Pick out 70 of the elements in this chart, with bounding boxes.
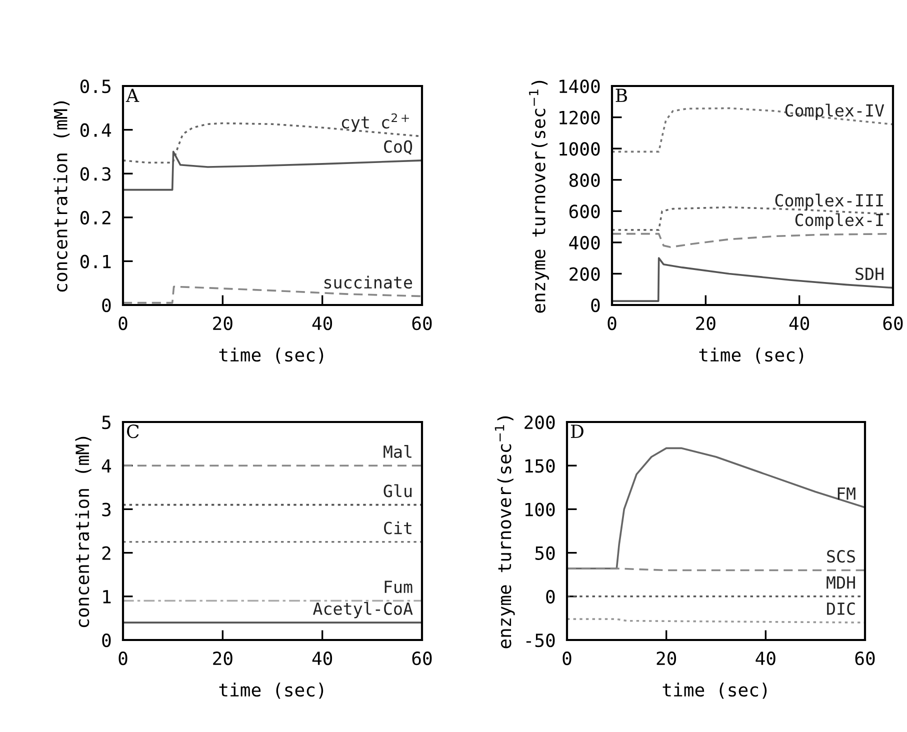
y-axis-title: concentration (mM) [75,436,92,628]
x-tick-label: 60 [412,652,432,666]
series-label: Complex-IV [785,104,884,120]
annotation: B [616,88,627,102]
annotation: C [127,424,139,438]
y-tick-label: 1000 [560,142,600,156]
series-label: FM [838,487,856,500]
x-tick-label: 20 [213,652,232,666]
x-tick-label: 40 [756,652,776,666]
series-label: succinate [324,276,412,289]
y-tick-label: 5 [102,416,110,430]
y-tick-label: 1200 [560,110,600,124]
x-tick-label: 20 [656,652,676,666]
y-tick-label: 150 [525,459,555,473]
y-tick-label: 0.3 [80,167,111,181]
series-label: Glu [384,484,412,498]
series-label: CoQ [384,140,412,155]
y-axis-title: enzyme turnover(sec$^{−1}$) [494,416,515,648]
x-tick-label: 0 [608,316,616,330]
y-tick-label: 600 [569,204,600,218]
y-tick-label: 0 [102,298,111,312]
series-label: Complex-I [795,213,883,230]
x-tick-label: 40 [789,316,810,330]
series-label: Acetyl-CoA [312,602,413,618]
y-tick-label: 100 [525,502,555,516]
y-tick-label: 0.5 [80,80,110,94]
y-tick-label: 0.1 [80,254,111,268]
x-tick-label: 20 [696,316,716,330]
series-label: Cit [384,521,412,534]
annotation: A [126,88,140,102]
x-tick-label: 60 [883,316,903,330]
x-tick-label: 60 [412,316,432,330]
series-label: Fum [384,580,412,594]
series-label: SCS [827,550,855,563]
y-tick-label: 4 [102,459,112,473]
series-label: DIC [827,602,855,615]
series-label: Complex-III [775,194,883,210]
y-tick-label: 1400 [560,80,600,94]
y-tick-label: 0 [102,634,111,648]
y-tick-label: 800 [569,173,600,188]
y-tick-label: -50 [526,634,555,648]
y-axis-title: enzyme turnover(sec$^{−1}$) [529,80,549,313]
y-tick-label: 2 [102,546,110,560]
annotation: D [570,424,584,438]
y-axis-title: concentration (mM) [53,101,70,292]
series-label: Mal [384,445,412,458]
y-tick-label: 400 [569,236,600,250]
series-label: SDH [856,268,884,280]
line-series [612,257,893,302]
x-axis-title: time (sec) [662,682,767,699]
x-tick-label: 60 [855,652,875,666]
x-tick-label: 40 [312,316,332,330]
x-tick-label: 0 [118,652,128,666]
x-axis-title: time (sec) [219,348,324,364]
y-tick-label: 0.4 [80,123,112,137]
y-tick-label: 50 [535,546,555,560]
y-tick-label: 0.2 [80,210,110,225]
x-axis-title: time (sec) [219,682,324,699]
y-tick-label: 0 [591,298,600,312]
y-tick-label: 200 [570,267,600,281]
y-tick-label: 200 [524,416,555,430]
y-tick-label: 1 [103,590,111,604]
y-tick-label: 3 [102,502,111,516]
x-tick-label: 40 [312,652,332,666]
x-axis-title: time (sec) [699,348,804,364]
series-label: MDH [826,576,855,589]
y-tick-label: 0 [546,590,555,604]
x-tick-label: 0 [118,316,128,330]
series-label: cyt c$^{2+}$ [342,113,409,132]
x-tick-label: 20 [213,316,232,330]
